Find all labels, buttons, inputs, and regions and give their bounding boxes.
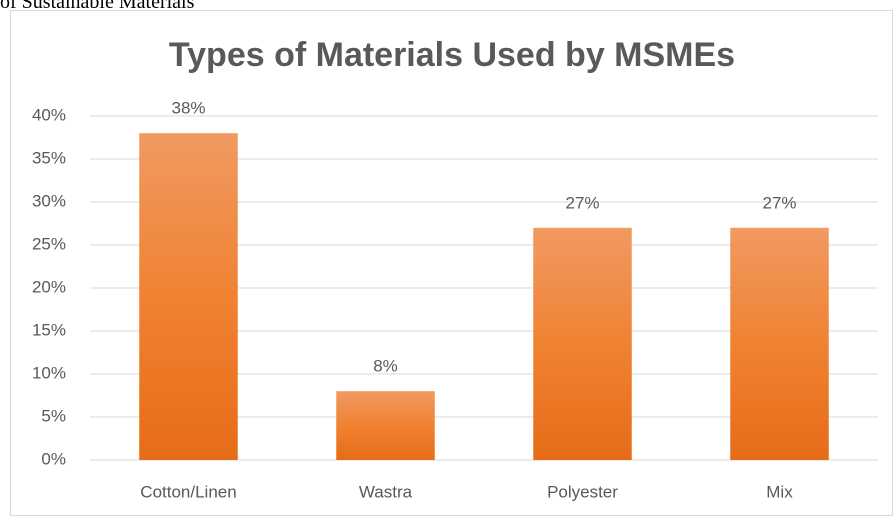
data-label: 27%: [762, 193, 796, 212]
y-tick-label: 30%: [32, 191, 66, 210]
x-tick-label: Polyester: [547, 482, 618, 501]
data-label: 27%: [565, 193, 599, 212]
x-tick-label: Wastra: [359, 482, 413, 501]
bar: [139, 133, 238, 460]
y-tick-label: 35%: [32, 148, 66, 167]
bar: [730, 227, 829, 460]
x-tick-label: Mix: [766, 482, 793, 501]
y-tick-label: 40%: [32, 105, 66, 124]
data-label: 8%: [373, 357, 398, 376]
y-tick-label: 0%: [41, 449, 66, 468]
y-tick-label: 20%: [32, 277, 66, 296]
bar: [533, 227, 632, 460]
chart-title: Types of Materials Used by MSMEs: [169, 36, 735, 74]
y-tick-label: 25%: [32, 234, 66, 253]
bar: [336, 391, 435, 460]
data-label: 38%: [171, 99, 205, 118]
caption: of Sustainable Materials: [0, 0, 195, 13]
y-tick-label: 10%: [32, 363, 66, 382]
y-tick-label: 15%: [32, 320, 66, 339]
y-tick-label: 5%: [41, 406, 66, 425]
x-tick-label: Cotton/Linen: [140, 482, 236, 501]
